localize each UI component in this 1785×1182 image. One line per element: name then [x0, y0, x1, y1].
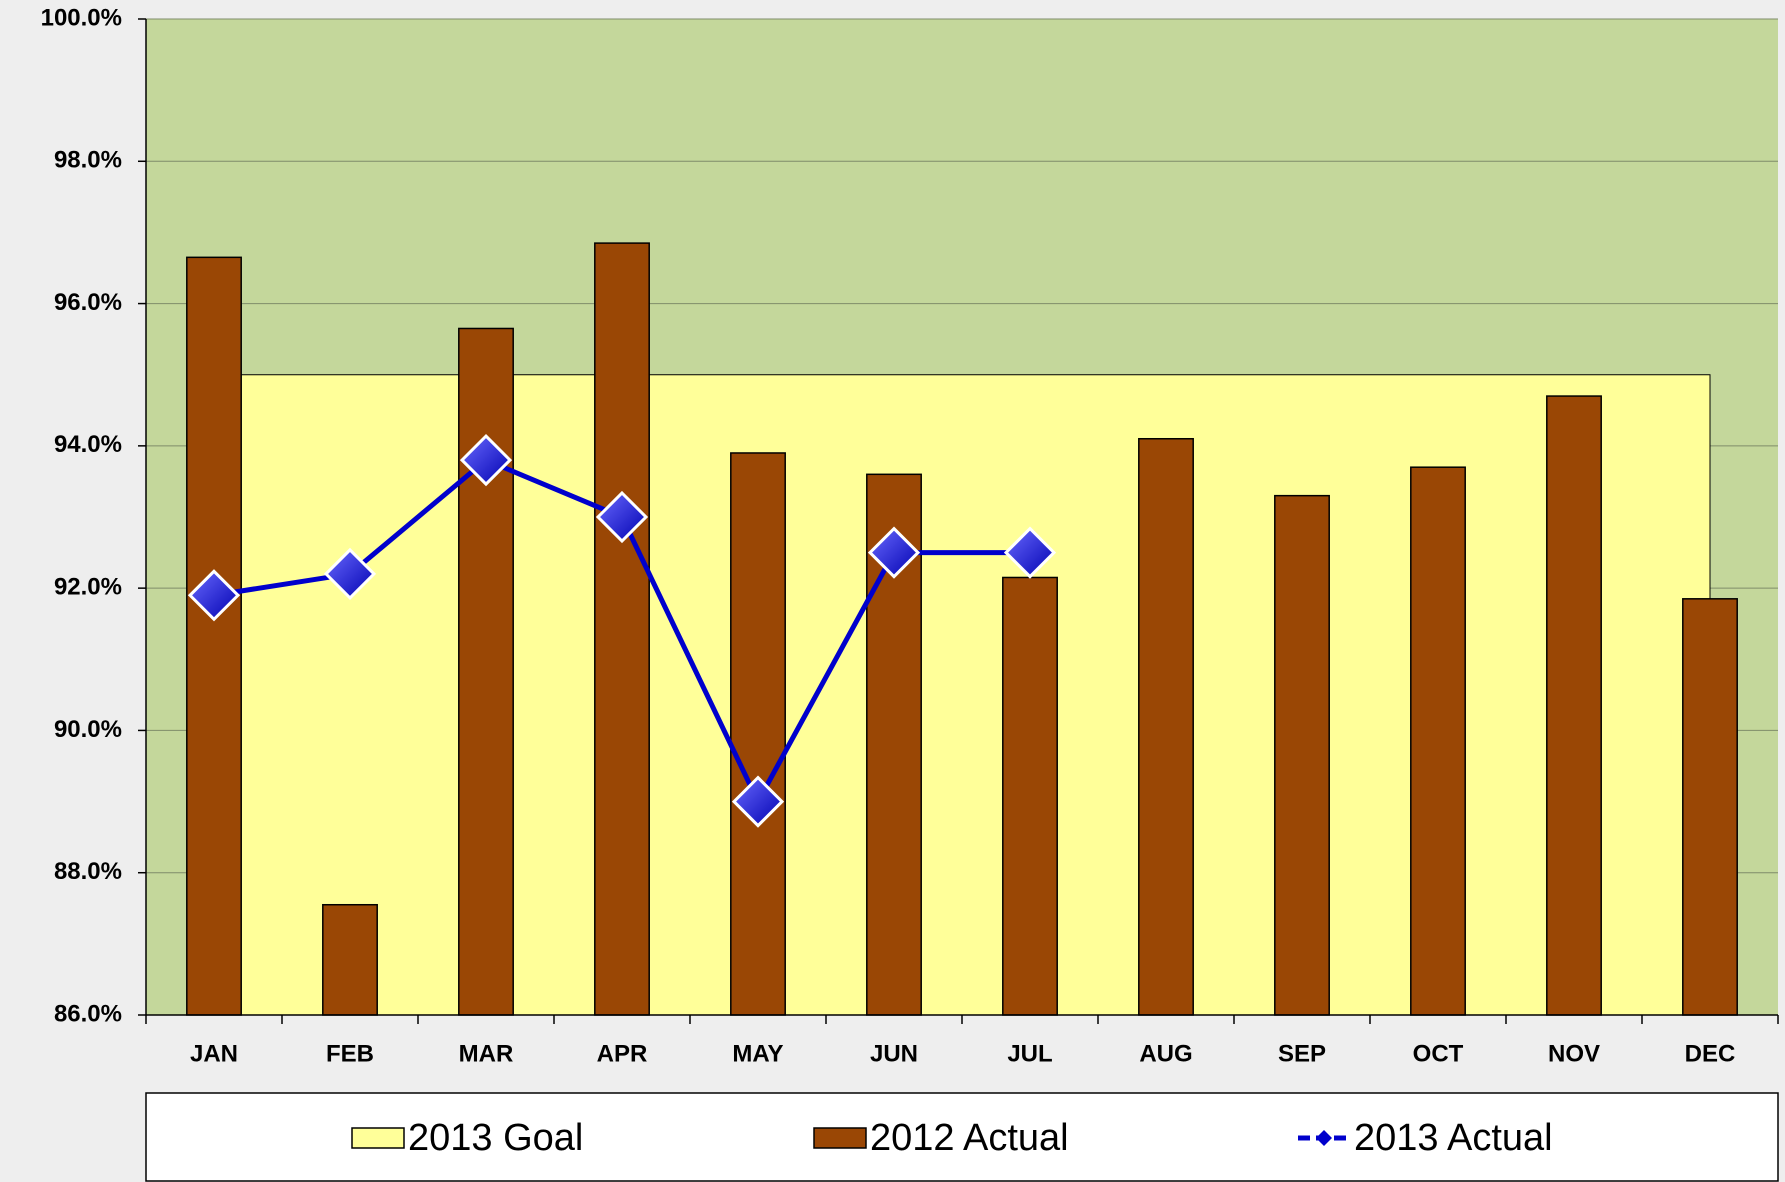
- bar: [594, 242, 650, 1016]
- legend-label: 2013 Actual: [1354, 1117, 1553, 1159]
- legend-label: 2013 Goal: [408, 1117, 583, 1159]
- x-tick-label: FEB: [326, 1040, 374, 1067]
- legend-swatch: [1316, 1130, 1332, 1146]
- legend-swatch: [813, 1127, 867, 1149]
- x-tick-label: NOV: [1548, 1040, 1600, 1067]
- legend-swatch: [351, 1127, 405, 1149]
- y-tick-label: 96.0%: [54, 289, 122, 316]
- bar: [730, 452, 786, 1016]
- marker: [867, 526, 921, 579]
- y-tick-label: 90.0%: [54, 716, 122, 743]
- x-tick-label: OCT: [1413, 1040, 1464, 1067]
- x-tick-label: AUG: [1139, 1040, 1192, 1067]
- bar: [458, 327, 514, 1016]
- marker: [731, 775, 785, 828]
- y-tick-label: 100.0%: [41, 4, 122, 31]
- y-tick-label: 88.0%: [54, 858, 122, 885]
- marker: [1003, 526, 1057, 579]
- x-tick-label: JAN: [190, 1040, 238, 1067]
- x-tick-label: APR: [597, 1040, 648, 1067]
- bar: [1682, 598, 1738, 1016]
- x-tick-label: DEC: [1685, 1040, 1736, 1067]
- marker: [459, 433, 513, 487]
- x-tick-label: JUN: [870, 1040, 918, 1067]
- bar: [1138, 437, 1194, 1016]
- x-tick-label: MAR: [459, 1040, 514, 1067]
- y-tick-label: 86.0%: [54, 1000, 122, 1027]
- marker: [187, 569, 241, 622]
- x-tick-label: JUL: [1007, 1040, 1052, 1067]
- legend-box: [145, 1092, 1779, 1182]
- bar: [1546, 395, 1602, 1016]
- legend-label: 2012 Actual: [870, 1117, 1069, 1159]
- marker: [595, 490, 649, 544]
- bar: [322, 903, 378, 1016]
- x-tick-label: MAY: [732, 1040, 783, 1067]
- legend: 2013 Goal 2012 Actual 2013 Actual: [145, 1092, 1779, 1182]
- bar: [186, 256, 242, 1016]
- x-tick-label: SEP: [1278, 1040, 1326, 1067]
- y-tick-label: 92.0%: [54, 573, 122, 600]
- bar: [1274, 494, 1330, 1016]
- bar: [1002, 576, 1058, 1016]
- goal-area: [213, 374, 1711, 1016]
- marker: [323, 547, 377, 601]
- y-tick-label: 94.0%: [54, 431, 122, 458]
- y-tick-label: 98.0%: [54, 147, 122, 174]
- bar: [1410, 466, 1466, 1016]
